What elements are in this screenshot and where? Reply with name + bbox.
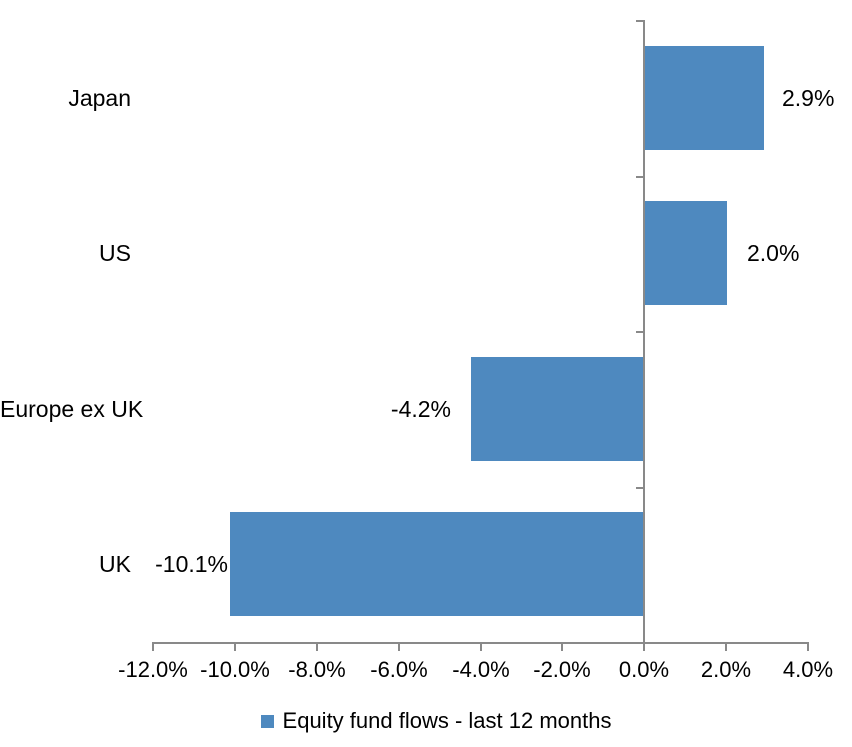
category-label-japan: Japan: [68, 85, 131, 111]
legend-marker-icon: [260, 714, 274, 728]
x-tick-label-2-0: -2.0%: [533, 657, 591, 682]
x-axis-tick: [480, 642, 482, 651]
data-label-japan: 2.9%: [782, 85, 835, 111]
x-tick-label-6-0: -6.0%: [370, 657, 428, 682]
x-tick-label-4-0: -4.0%: [452, 657, 510, 682]
x-tick-label-2-0: 2.0%: [700, 657, 752, 682]
y-axis-tick: [636, 176, 645, 178]
x-axis-tick: [807, 642, 809, 651]
x-axis-tick: [643, 642, 645, 651]
bar-japan: [645, 46, 764, 150]
category-label-uk: UK: [99, 551, 131, 577]
y-axis-tick: [636, 487, 645, 489]
x-tick-label-12-0: -12.0%: [118, 657, 188, 682]
x-tick-label-10-0: -10.0%: [200, 657, 270, 682]
category-label-europe-ex-uk: Europe ex UK: [0, 396, 144, 422]
x-axis-tick: [561, 642, 563, 651]
bar-europe-ex-uk: [471, 357, 643, 461]
y-axis-tick: [636, 331, 645, 333]
legend-label: Equity fund flows - last 12 months: [282, 708, 612, 733]
bar-uk: [230, 512, 643, 616]
x-axis-tick: [234, 642, 236, 651]
x-axis-tick: [725, 642, 727, 651]
x-tick-label-4-0: 4.0%: [782, 657, 834, 682]
x-axis-tick: [152, 642, 154, 651]
data-label-europe-ex-uk: -4.2%: [390, 396, 451, 422]
y-axis-tick: [636, 20, 645, 22]
legend: Equity fund flows - last 12 months: [10, 708, 852, 734]
data-label-uk: -10.1%: [155, 551, 228, 577]
data-label-us: 2.0%: [747, 240, 800, 266]
x-axis-tick: [316, 642, 318, 651]
category-label-us: US: [99, 240, 131, 266]
x-tick-label-8-0: -8.0%: [288, 657, 346, 682]
x-tick-label-0-0: 0.0%: [618, 657, 670, 682]
x-axis-tick: [398, 642, 400, 651]
bar-us: [645, 201, 727, 305]
